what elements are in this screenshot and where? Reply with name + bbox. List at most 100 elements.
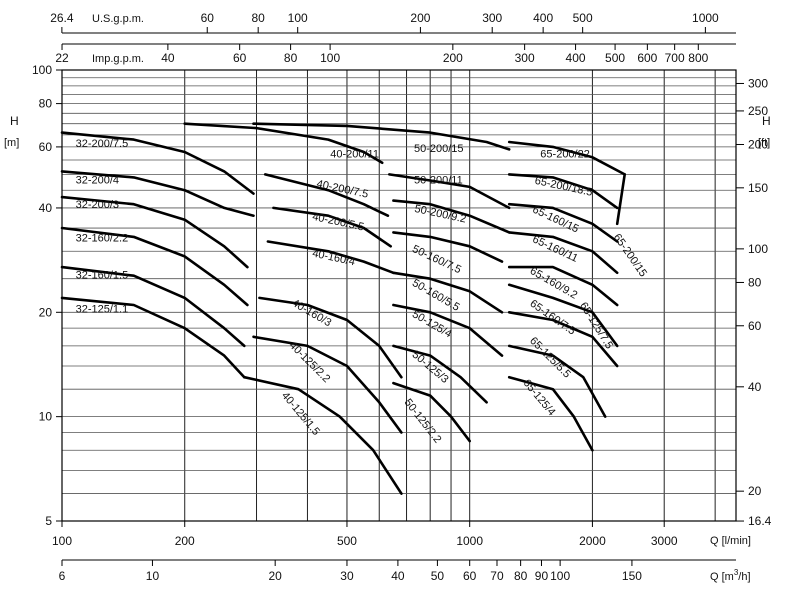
q-m3h-tick-label: 100 — [550, 569, 570, 583]
pump-curve — [392, 231, 504, 263]
pump-curve-label: 32-200/3 — [76, 199, 119, 211]
pump-curve — [392, 199, 511, 234]
q-lmin-tick-label: 500 — [337, 534, 357, 548]
imp-gpm-tick-label: 60 — [233, 51, 247, 65]
pump-curves — [60, 122, 626, 495]
h-m-tick-label: 20 — [39, 305, 53, 319]
plot-frame — [61, 69, 737, 522]
q-m3h-tick-label: 10 — [146, 569, 160, 583]
pump-curve — [507, 344, 607, 418]
imp-gpm-tick-label: 200 — [443, 51, 463, 65]
pump-curve-label: 65-125/4 — [521, 377, 558, 418]
imp-gpm-tick-label: 40 — [161, 51, 175, 65]
q-m3h-tick-label: 70 — [490, 569, 504, 583]
pump-curve — [258, 296, 403, 379]
q-m3h-tick-label: 40 — [391, 569, 405, 583]
pump-curve-label: 40-200/11 — [330, 148, 379, 160]
q-m3h-tick-label: 90 — [535, 569, 549, 583]
h-m-tick-label: 60 — [39, 140, 53, 154]
us-gpm-tick-label: 500 — [573, 11, 593, 25]
h-axis-left-unit: [m] — [4, 137, 19, 149]
q-lmin-tick-label: 100 — [52, 534, 72, 548]
h-ft-tick-label: 150 — [748, 181, 768, 195]
h-ft-tick-label: 60 — [748, 319, 762, 333]
pump-curve — [507, 265, 619, 307]
q-lmin-tick-label: 3000 — [651, 534, 678, 548]
pump-curve — [388, 173, 511, 210]
pump-curve — [507, 375, 594, 452]
pump-curve-label: 32-160/2.2 — [76, 233, 129, 245]
h-m-tick-label: 100 — [32, 63, 52, 77]
us-gpm-tick-label: 1000 — [692, 11, 719, 25]
pump-curve — [263, 173, 390, 217]
pump-curve-label: 50-160/7.5 — [410, 243, 463, 276]
pump-curve — [252, 122, 511, 151]
h-m-tick-label: 5 — [45, 514, 52, 528]
q-m3h-tick-label: 60 — [463, 569, 477, 583]
h-ft-tick-label: 250 — [748, 104, 768, 118]
pump-curve-label: 65-160/9.2 — [528, 265, 580, 302]
h-ft-tick-label: 200 — [748, 138, 768, 152]
h-ft-tick-label: 300 — [748, 76, 768, 90]
pump-curve-label: 40-125/1.5 — [279, 390, 322, 438]
pump-curve — [60, 131, 255, 195]
q-m3h-tick-label: 20 — [268, 569, 282, 583]
pump-curve-label: 65-125/5.5 — [527, 335, 573, 381]
pump-curve — [392, 344, 488, 404]
pump-curve-label: 40-200/7.5 — [315, 178, 369, 201]
h-ft-tick-label: 16.4 — [748, 514, 772, 528]
pump-curve-label: 32-125/1.1 — [76, 303, 129, 315]
us-gpm-tick-label: 300 — [482, 11, 502, 25]
h-axis-right-title: H — [762, 114, 771, 128]
imp-gpm-tick-label: 700 — [665, 51, 685, 65]
h-axis-left-title: H — [10, 114, 19, 128]
imp-gpm-axis-title: Imp.g.p.m. — [92, 53, 144, 65]
us-gpm-tick-label: 60 — [201, 11, 215, 25]
pump-curve — [392, 303, 504, 357]
pump-curve — [272, 206, 392, 248]
us-gpm-axis-title: U.S.g.p.m. — [92, 13, 144, 25]
q-m3h-tick-label: 30 — [340, 569, 354, 583]
pump-curve — [60, 170, 255, 217]
pump-curve — [60, 265, 246, 348]
axes: 5 10 20 40 60 80 100 16.4 20 40 60 80 100 150 200 250 30… — [32, 11, 772, 583]
q-lmin-tick-label: 2000 — [579, 534, 606, 548]
pump-curve-label: 65-125/7.5 — [577, 300, 615, 351]
h-m-tick-label: 40 — [39, 201, 53, 215]
pump-curve — [60, 226, 249, 307]
pump-curve — [60, 296, 246, 379]
us-gpm-tick-label: 200 — [410, 11, 430, 25]
pump-curve-label: 40-200/5.5 — [311, 211, 365, 234]
h-ft-tick-label: 20 — [748, 484, 762, 498]
pump-curve — [243, 375, 403, 495]
imp-gpm-tick-label: 100 — [320, 51, 340, 65]
imp-gpm-tick-label: 22 — [55, 51, 69, 65]
pump-curve — [507, 231, 619, 275]
us-gpm-tick-label: 26.4 — [50, 11, 74, 25]
pump-curve-label: 65-200/22 — [540, 148, 590, 160]
imp-gpm-tick-label: 300 — [515, 51, 535, 65]
us-gpm-tick-label: 400 — [533, 11, 553, 25]
pump-curve — [392, 271, 504, 314]
q-m3h-tick-label: 80 — [514, 569, 528, 583]
q-lmin-tick-label: 200 — [175, 534, 195, 548]
pump-curve — [507, 140, 626, 176]
pump-curve-label: 50-200/11 — [414, 175, 463, 187]
pump-curve — [252, 335, 403, 434]
pump-curve-label: 65-200/18.5 — [534, 175, 594, 199]
pump-curve — [60, 195, 249, 269]
pump-curve — [392, 381, 471, 443]
pump-curve-label: 32-160/1.5 — [76, 270, 129, 282]
q-m3h-tick-label: 6 — [59, 569, 66, 583]
h-ft-tick-label: 80 — [748, 275, 762, 289]
imp-gpm-tick-label: 800 — [688, 51, 708, 65]
q-lmin-tick-label: 1000 — [456, 534, 483, 548]
q-m3h-axis-title: Q [m3/h] — [710, 568, 751, 583]
grid-lines — [61, 69, 736, 522]
pump-curve — [507, 202, 619, 243]
h-ft-tick-label: 100 — [748, 242, 768, 256]
us-gpm-tick-label: 100 — [288, 11, 308, 25]
h-ft-tick-label: 40 — [748, 380, 762, 394]
imp-gpm-tick-label: 400 — [566, 51, 586, 65]
